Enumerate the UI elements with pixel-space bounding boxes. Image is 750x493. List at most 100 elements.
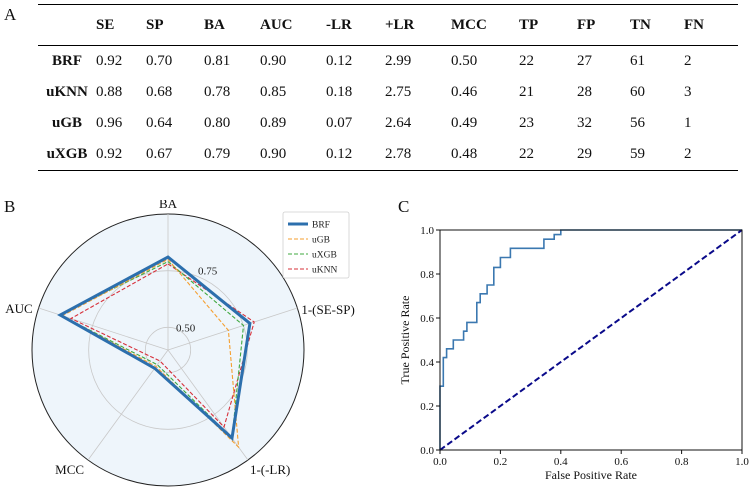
column-header: BA [204,16,225,33]
table-cell: 56 [630,115,645,131]
table-header-row: SE SP BA AUC -LR +LR MCC TP FP TN FN [38,4,738,46]
table-cell: 2.99 [385,53,412,69]
y-tick-label: 1.0 [420,225,434,237]
column-header [38,5,96,46]
table-cell: 2 [684,53,692,69]
column-header: FN [684,16,704,33]
radar-axis-label: 1-(SE-SP) [301,302,354,317]
table-cell: 0.90 [260,146,287,162]
radar-series-uknn [69,263,255,429]
radial-tick-label: 0.50 [176,322,196,334]
table-cell: 0.96 [96,115,123,131]
column-header: -LR [326,16,352,33]
x-tick-label: 1.0 [735,456,749,468]
table-cell: 1 [684,115,692,131]
y-tick-label: 0.0 [420,445,434,457]
table-cell: 0.70 [146,53,173,69]
radar-series-ugb [61,258,240,449]
table-cell: 2.78 [385,146,412,162]
table-cell: 2.64 [385,115,412,131]
table-cell: 0.89 [260,115,287,131]
table-cell: 59 [630,146,645,162]
table-cell: 61 [630,53,645,69]
table-cell: 22 [519,146,534,162]
table-cell: 0.79 [204,146,231,162]
radial-tick-label: 0.75 [198,266,218,278]
column-header: TP [519,16,539,33]
legend-label: BRF [312,221,330,231]
x-tick-label: 0.4 [554,456,568,468]
panel-label-a: A [4,5,17,24]
table-cell: 22 [519,53,534,69]
radar-legend: BRF uGB uXGB uKNN [282,211,350,279]
table-cell: 0.48 [451,146,478,162]
radar-series-brf [57,255,252,441]
column-header: +LR [385,16,415,33]
table-cell: 0.12 [326,146,353,162]
table-cell: 3 [684,84,692,100]
column-header: SE [96,16,115,33]
legend-label: uGB [312,236,330,246]
table-row: uXGB 0.92 0.67 0.79 0.90 0.12 2.78 0.48 22 29 59 2 [38,139,738,171]
column-header: AUC [260,16,293,33]
legend-label: uXGB [312,251,337,261]
table-cell: 2 [684,146,692,162]
table-cell: 0.78 [204,84,231,100]
table-cell: 29 [577,146,592,162]
row-model-name: uGB [51,115,82,131]
table-cell: 23 [519,115,534,131]
radar-chart: 0.50 0.75 BA 1-(SE-SP) 1-(-LR) MCC AUC BRF uGB uX… [5,200,355,487]
table-cell: 0.12 [326,53,353,69]
table-cell: 32 [577,115,592,131]
table-cell: 0.80 [204,115,231,131]
plot-frame [439,229,743,451]
table-row: BRF 0.92 0.70 0.81 0.90 0.12 2.99 0.50 22 27 61 2 [38,46,738,78]
table-cell: 0.64 [146,115,173,131]
table-cell: 2.75 [385,84,412,100]
legend-label: uKNN [312,266,337,276]
y-tick-label: 0.4 [420,357,434,369]
table-cell: 0.67 [146,146,173,162]
radar-axis-label: BA [159,200,178,211]
panel-label-c: C [398,197,410,216]
table-cell: 0.81 [204,53,231,69]
table-row: uKNN 0.88 0.68 0.78 0.85 0.18 2.75 0.46 21 28 60 3 [38,77,738,108]
table-cell: 0.18 [326,84,353,100]
table-cell: 0.92 [96,146,123,162]
y-tick-label: 0.8 [420,269,434,281]
x-tick-label: 0.8 [675,456,689,468]
column-header: TN [630,16,651,33]
roc-curve [439,229,742,450]
x-tick-label: 0.6 [614,456,628,468]
column-header: SP [146,16,164,33]
x-axis-label: False Positive Rate [545,468,637,482]
table-body: BRF 0.92 0.70 0.81 0.90 0.12 2.99 0.50 22 27 61 2 uK… [38,46,738,171]
metrics-table: SE SP BA AUC -LR +LR MCC TP FP TN FN BRF 0.92 0.70 0.… [38,4,738,171]
radar-axis-label: AUC [5,301,32,316]
table-cell: 27 [577,53,592,69]
chance-line [439,229,743,451]
radar-spoke [167,307,298,351]
table-cell: 0.07 [326,115,353,131]
table-cell: 28 [577,84,592,100]
column-header: MCC [451,16,487,33]
table-cell: 0.92 [96,53,123,69]
radar-axis-label: MCC [55,462,84,477]
table-cell: 0.46 [451,84,478,100]
table-cell: 60 [630,84,645,100]
table-row: uGB 0.96 0.64 0.80 0.89 0.07 2.64 0.49 23 32 56 1 [38,108,738,139]
table-cell: 21 [519,84,534,100]
legend-box [282,211,350,279]
table-cell: 0.90 [260,53,287,69]
y-axis-label: True Positive Rate [398,296,412,385]
table-cell: 0.88 [96,84,123,100]
row-model-name: uKNN [46,84,88,100]
row-model-name: BRF [52,53,82,69]
x-tick-label: 0.2 [494,456,508,468]
table-cell: 0.49 [451,115,478,131]
panel-label-b: B [4,197,16,216]
table-cell: 0.85 [260,84,287,100]
radar-axis-label: 1-(-LR) [250,462,290,477]
y-tick-label: 0.2 [420,401,434,413]
x-tick-label: 0.0 [433,456,447,468]
